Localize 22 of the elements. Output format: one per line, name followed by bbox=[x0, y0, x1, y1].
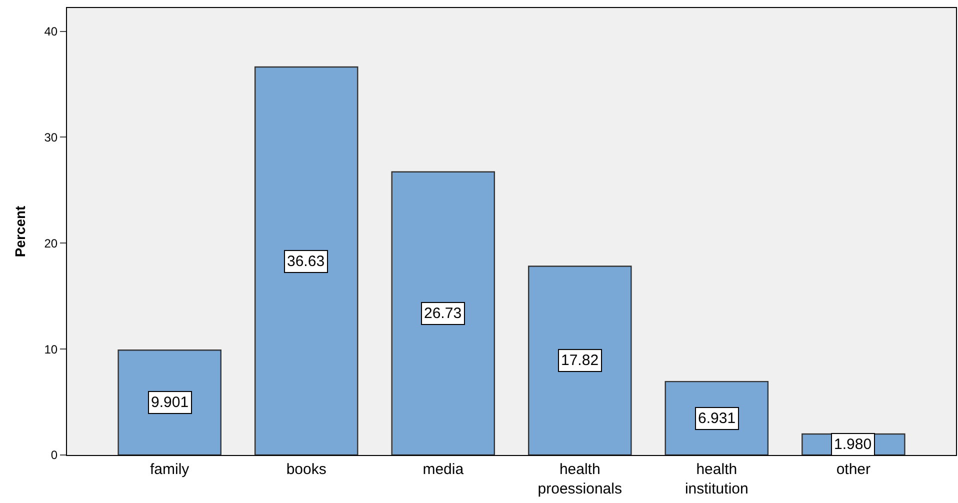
data-label: 1.980 bbox=[834, 436, 872, 453]
y-tick-label: 0 bbox=[50, 448, 58, 462]
y-tick-label: 20 bbox=[44, 236, 58, 250]
data-label: 6.931 bbox=[698, 410, 736, 427]
y-tick-label: 30 bbox=[44, 130, 58, 144]
x-tick-label: books bbox=[286, 461, 326, 478]
y-axis-title: Percent bbox=[12, 205, 28, 258]
y-tick-label: 40 bbox=[44, 24, 58, 38]
bar bbox=[528, 266, 632, 455]
data-label: 26.73 bbox=[424, 305, 462, 322]
data-label: 9.901 bbox=[151, 394, 189, 411]
data-label: 36.63 bbox=[287, 253, 325, 270]
data-label: 17.82 bbox=[561, 352, 599, 369]
y-tick-label: 10 bbox=[44, 342, 58, 356]
x-tick-label: health institution bbox=[684, 461, 748, 498]
bar bbox=[254, 66, 358, 455]
x-tick-label: media bbox=[422, 461, 464, 478]
bar bbox=[118, 350, 222, 455]
x-tick-label: other bbox=[836, 461, 871, 478]
x-tick-label: family bbox=[150, 461, 190, 478]
x-tick-label: health proessionals bbox=[538, 461, 622, 498]
bar bbox=[391, 171, 495, 455]
